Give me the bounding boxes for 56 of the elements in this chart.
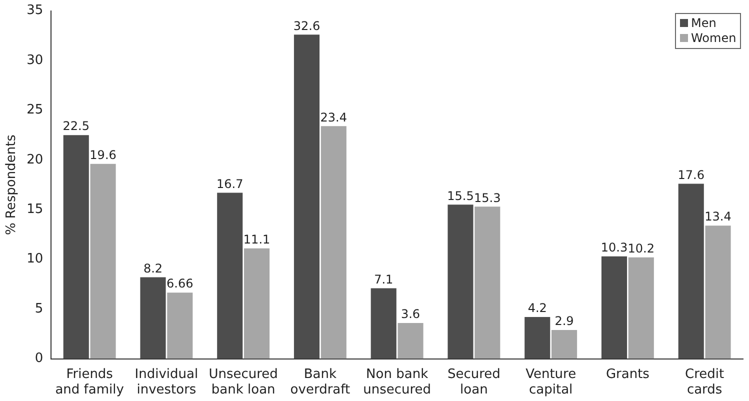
- bar: [244, 248, 270, 359]
- data-label: 7.1: [374, 272, 394, 286]
- y-axis-title: % Respondents: [4, 134, 20, 236]
- data-label: 23.4: [320, 110, 348, 124]
- bar: [217, 192, 243, 359]
- data-label: 6.66: [166, 276, 194, 291]
- bar: [294, 34, 320, 359]
- x-tick-label: Friends and family: [55, 366, 124, 398]
- bar: [448, 204, 474, 359]
- legend-label: Men: [691, 16, 716, 31]
- data-label: 10.2: [628, 242, 655, 256]
- data-label: 22.5: [62, 119, 90, 134]
- bar: [474, 206, 500, 359]
- data-label: 17.6: [678, 168, 704, 182]
- x-tick-label: Individual investors: [134, 366, 198, 398]
- data-label: 4.2: [528, 301, 547, 316]
- data-label: 3.6: [400, 307, 420, 322]
- data-label: 15.5: [447, 188, 474, 203]
- bar: [320, 126, 346, 359]
- data-label: 11.1: [243, 232, 270, 247]
- bar: [140, 277, 166, 359]
- x-tick-label: Venture capital: [526, 366, 576, 398]
- bar: [167, 292, 193, 359]
- bar: [705, 226, 731, 359]
- data-label: 16.7: [216, 176, 244, 191]
- data-label: 10.3: [600, 240, 628, 255]
- x-tick-label: Bank overdraft: [290, 366, 350, 398]
- y-tick-label: 35: [26, 3, 44, 18]
- bar: [628, 257, 654, 359]
- bar: [678, 184, 704, 359]
- x-tick-label: Credit cards: [685, 366, 724, 398]
- x-tick-label: Grants: [606, 366, 650, 382]
- y-tick-label: 20: [26, 152, 44, 168]
- y-tick-label: 0: [34, 351, 44, 366]
- data-label: 13.4: [704, 210, 732, 224]
- y-tick-label: 15: [26, 202, 44, 218]
- x-tick-label: Non bank unsecured: [363, 366, 432, 398]
- data-label: 8.2: [143, 261, 163, 276]
- y-tick-label: 10: [26, 252, 44, 267]
- data-label: 15.3: [474, 190, 501, 205]
- bar: [524, 317, 550, 359]
- y-tick-label: 5: [34, 301, 44, 316]
- legend-label: Women: [691, 30, 736, 46]
- bar: [601, 256, 628, 359]
- x-tick-label: Secured loan: [447, 366, 500, 398]
- y-tick-label: 25: [26, 102, 44, 118]
- bar: [63, 135, 89, 359]
- y-tick-label: 30: [26, 52, 44, 68]
- data-label: 19.6: [90, 148, 116, 162]
- bar: [551, 330, 578, 359]
- bar: [398, 323, 424, 359]
- data-label: 32.6: [293, 18, 320, 33]
- bar: [370, 288, 396, 359]
- bar: [90, 164, 116, 359]
- data-label: 2.9: [554, 314, 574, 328]
- x-tick-label: Unsecured bank loan: [208, 366, 278, 398]
